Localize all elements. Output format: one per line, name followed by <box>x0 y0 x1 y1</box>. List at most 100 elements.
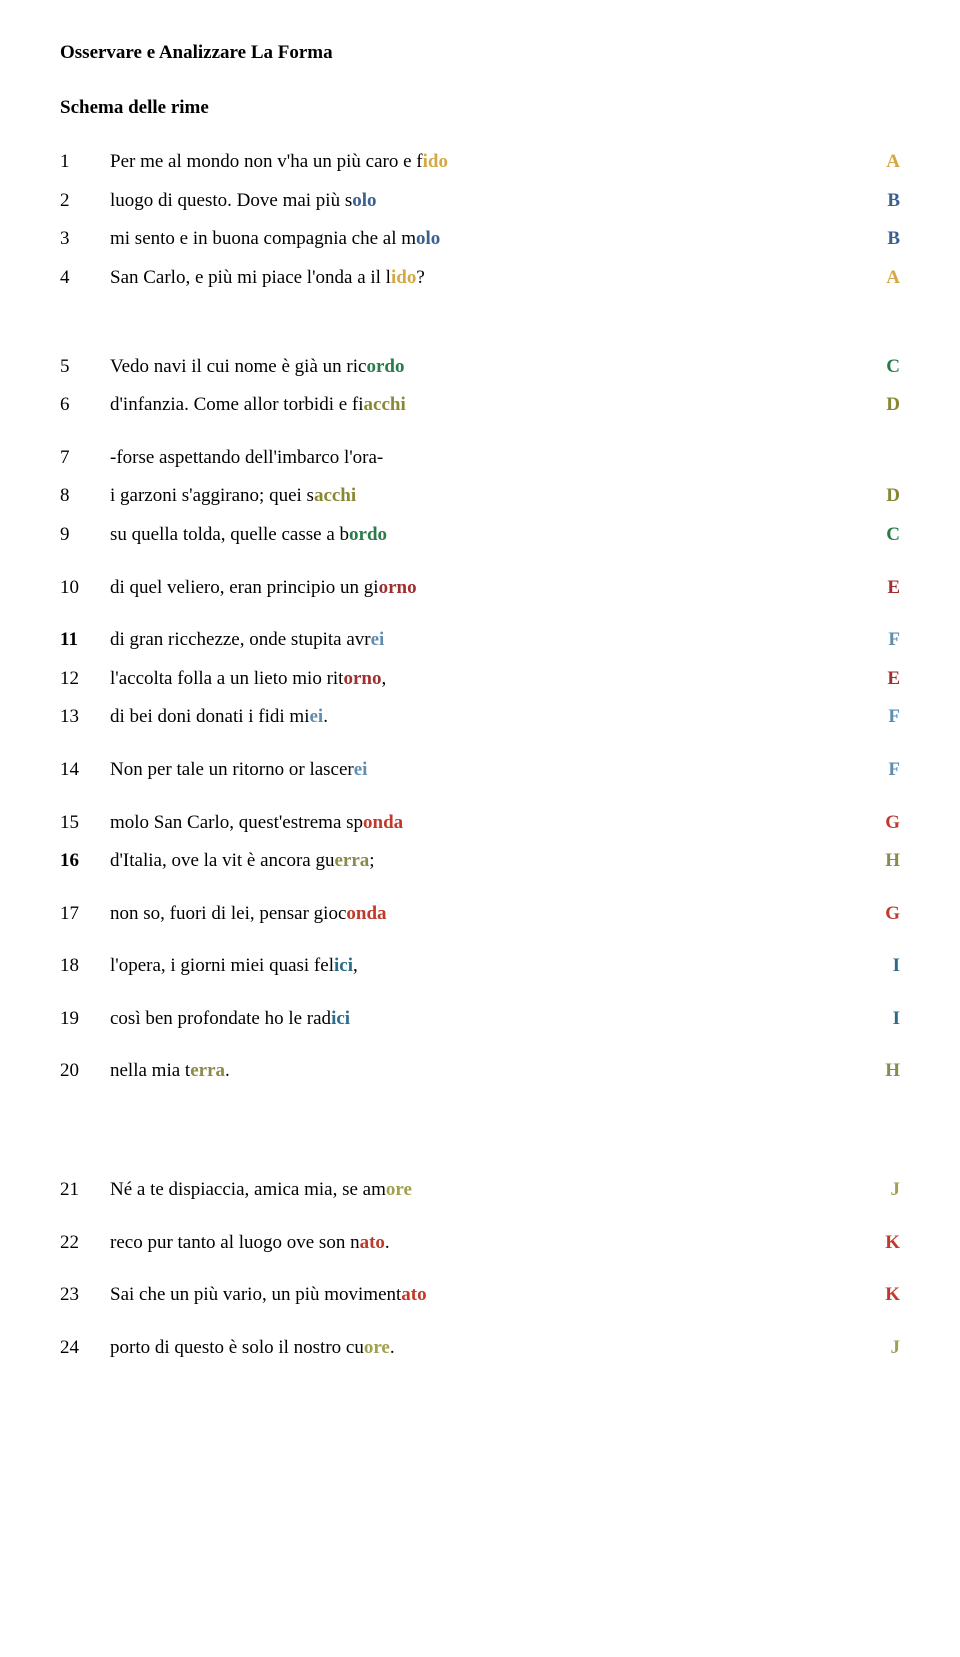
page-title: Osservare e Analizzare La Forma <box>60 40 900 67</box>
line-text: d'Italia, ove la vit è ancora guerra; <box>110 848 870 875</box>
line-text-pre: Per me al mondo non v'ha un più caro e f <box>110 151 423 172</box>
rhyme-letter: B <box>870 226 900 253</box>
rhyme-letter: K <box>870 1282 900 1309</box>
rhyme-highlight: orno <box>343 668 381 689</box>
rhyme-letter: H <box>870 848 900 875</box>
line-gap <box>60 992 900 1006</box>
line-text: i garzoni s'aggirano; quei sacchi <box>110 483 870 510</box>
rhyme-letter: D <box>870 483 900 510</box>
lines-container: 1Per me al mondo non v'ha un più caro e … <box>60 149 900 1361</box>
line-text-pre: l'opera, i giorni miei quasi fel <box>110 955 334 976</box>
line-row: 15molo San Carlo, quest'estrema spondaG <box>60 810 900 837</box>
line-text: su quella tolda, quelle casse a bordo <box>110 522 870 549</box>
line-text: -forse aspettando dell'imbarco l'ora- <box>110 445 870 472</box>
rhyme-highlight: orno <box>379 577 417 598</box>
line-row: 4San Carlo, e più mi piace l'onda a il l… <box>60 265 900 292</box>
line-number: 8 <box>60 483 110 510</box>
line-text: Né a te dispiaccia, amica mia, se amore <box>110 1177 870 1204</box>
rhyme-highlight: ido <box>423 151 448 172</box>
line-text: di gran ricchezze, onde stupita avrei <box>110 627 870 654</box>
rhyme-highlight: erra <box>334 850 369 871</box>
line-gap <box>60 887 900 901</box>
line-text-pre: non so, fuori di lei, pensar gioc <box>110 903 346 924</box>
rhyme-highlight: ato <box>360 1232 385 1253</box>
line-number: 13 <box>60 704 110 731</box>
line-number: 3 <box>60 226 110 253</box>
line-text: Vedo navi il cui nome è già un ricordo <box>110 354 870 381</box>
rhyme-letter: C <box>870 522 900 549</box>
line-text-pre: su quella tolda, quelle casse a b <box>110 524 349 545</box>
rhyme-letter: J <box>870 1335 900 1362</box>
rhyme-letter: F <box>870 627 900 654</box>
line-row: 8i garzoni s'aggirano; quei sacchiD <box>60 483 900 510</box>
rhyme-letter: B <box>870 188 900 215</box>
rhyme-highlight: ordo <box>366 356 404 377</box>
rhyme-letter: F <box>870 704 900 731</box>
line-number: 16 <box>60 848 110 875</box>
line-row: 12l'accolta folla a un lieto mio ritorno… <box>60 666 900 693</box>
line-gap <box>60 1268 900 1282</box>
line-number: 10 <box>60 575 110 602</box>
line-text-pre: d'Italia, ove la vit è ancora gu <box>110 850 334 871</box>
line-row: 18l'opera, i giorni miei quasi felici,I <box>60 953 900 980</box>
rhyme-highlight: ido <box>391 267 416 288</box>
line-gap <box>60 796 900 810</box>
line-gap <box>60 561 900 575</box>
rhyme-letter: A <box>870 149 900 176</box>
line-number: 20 <box>60 1058 110 1085</box>
line-row: 7-forse aspettando dell'imbarco l'ora- <box>60 445 900 472</box>
line-number: 18 <box>60 953 110 980</box>
line-text: d'infanzia. Come allor torbidi e fiacchi <box>110 392 870 419</box>
line-row: 14Non per tale un ritorno or lascereiF <box>60 757 900 784</box>
line-text-post: ? <box>416 267 424 288</box>
line-row: 17non so, fuori di lei, pensar giocondaG <box>60 901 900 928</box>
line-text-pre: Sai che un più vario, un più moviment <box>110 1284 401 1305</box>
line-text-post: . <box>390 1337 395 1358</box>
line-number: 1 <box>60 149 110 176</box>
line-row: 21Né a te dispiaccia, amica mia, se amor… <box>60 1177 900 1204</box>
line-number: 7 <box>60 445 110 472</box>
line-row: 22reco pur tanto al luogo ove son nato.K <box>60 1230 900 1257</box>
line-row: 16d'Italia, ove la vit è ancora guerra;H <box>60 848 900 875</box>
rhyme-highlight: ore <box>386 1179 412 1200</box>
line-text-pre: Non per tale un ritorno or lascer <box>110 759 354 780</box>
line-number: 12 <box>60 666 110 693</box>
line-row: 24porto di questo è solo il nostro cuore… <box>60 1335 900 1362</box>
line-text-pre: i garzoni s'aggirano; quei s <box>110 485 314 506</box>
line-text-pre: l'accolta folla a un lieto mio rit <box>110 668 343 689</box>
line-text: Non per tale un ritorno or lascerei <box>110 757 870 784</box>
rhyme-highlight: acchi <box>364 394 406 415</box>
line-text-pre: porto di questo è solo il nostro cu <box>110 1337 364 1358</box>
line-text-pre: così ben profondate ho le rad <box>110 1008 331 1029</box>
line-row: 10di quel veliero, eran principio un gio… <box>60 575 900 602</box>
line-number: 21 <box>60 1177 110 1204</box>
line-text: Per me al mondo non v'ha un più caro e f… <box>110 149 870 176</box>
rhyme-highlight: ordo <box>349 524 387 545</box>
line-gap <box>60 939 900 953</box>
rhyme-highlight: ore <box>364 1337 390 1358</box>
line-text-pre: San Carlo, e più mi piace l'onda a il l <box>110 267 391 288</box>
rhyme-highlight: erra <box>190 1060 225 1081</box>
line-row: 5Vedo navi il cui nome è già un ricordoC <box>60 354 900 381</box>
line-text-pre: di gran ricchezze, onde stupita avr <box>110 629 371 650</box>
line-text: mi sento e in buona compagnia che al mol… <box>110 226 870 253</box>
line-text-post: . <box>385 1232 390 1253</box>
line-gap <box>60 613 900 627</box>
rhyme-highlight: ei <box>371 629 385 650</box>
line-text-pre: Vedo navi il cui nome è già un ric <box>110 356 366 377</box>
line-text-post: , <box>381 668 386 689</box>
rhyme-letter: C <box>870 354 900 381</box>
line-row: 9su quella tolda, quelle casse a bordoC <box>60 522 900 549</box>
line-text: di quel veliero, eran principio un giorn… <box>110 575 870 602</box>
line-text-pre: d'infanzia. Come allor torbidi e fi <box>110 394 364 415</box>
rhyme-highlight: acchi <box>314 485 356 506</box>
line-text: così ben profondate ho le radici <box>110 1006 870 1033</box>
line-text: non so, fuori di lei, pensar gioconda <box>110 901 870 928</box>
rhyme-highlight: ici <box>334 955 353 976</box>
line-number: 23 <box>60 1282 110 1309</box>
rhyme-letter: G <box>870 901 900 928</box>
line-gap <box>60 743 900 757</box>
line-text-post: , <box>353 955 358 976</box>
rhyme-letter: K <box>870 1230 900 1257</box>
line-row: 19così ben profondate ho le radiciI <box>60 1006 900 1033</box>
